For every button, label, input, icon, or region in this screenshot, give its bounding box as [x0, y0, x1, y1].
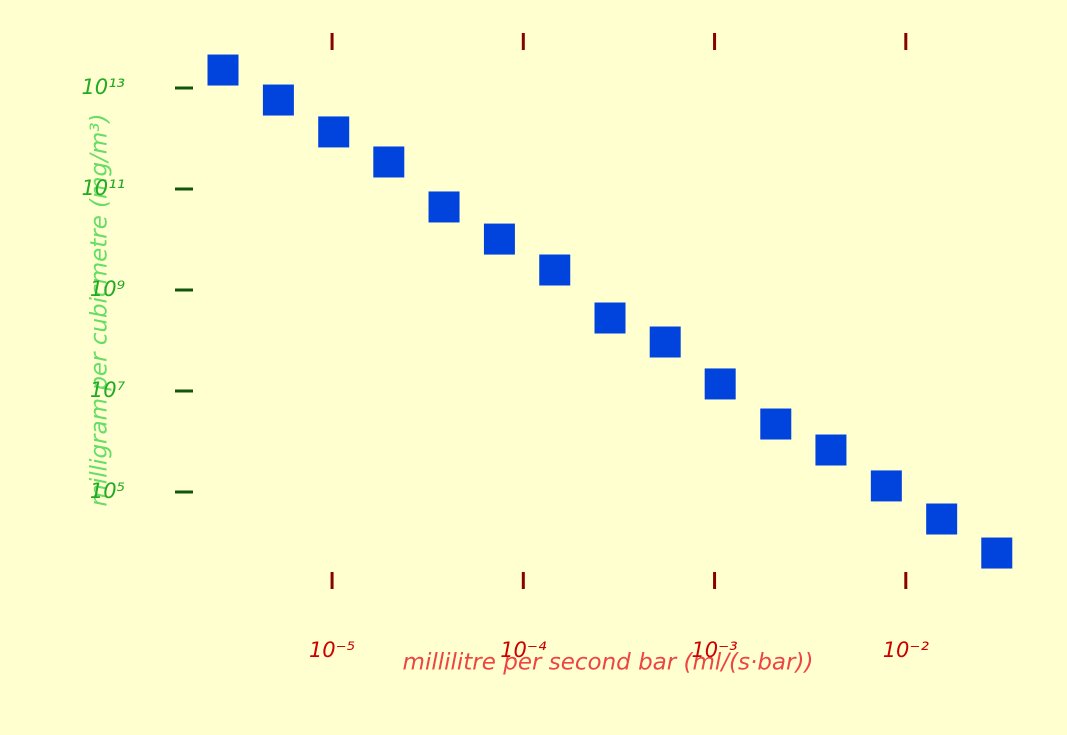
x-tick-label: 10⁻³ [691, 638, 737, 662]
x-tick-label: 10⁻² [883, 638, 930, 662]
marker [981, 537, 1013, 569]
y-axis-label: milligram per cubicmetre (mg/m³) [87, 113, 113, 506]
marker [594, 302, 626, 334]
x-tick-label: 10⁻⁴ [500, 638, 547, 662]
y-tick-label: 10⁵ [90, 479, 125, 503]
marker [870, 470, 902, 502]
marker [815, 434, 847, 466]
marker [704, 368, 736, 400]
marker [262, 84, 294, 116]
marker [760, 408, 792, 440]
marker [373, 146, 405, 178]
y-tick-label: 10⁷ [90, 378, 126, 402]
y-tick-label: 10⁹ [90, 277, 126, 301]
marker [428, 191, 460, 223]
marker [649, 326, 681, 358]
x-axis-label: millilitre per second bar (ml/(s·bar)) [403, 650, 814, 676]
marker [207, 54, 239, 86]
x-tick-label: 10⁻⁵ [309, 638, 355, 662]
marker [483, 223, 515, 255]
marker [318, 116, 350, 148]
marker [926, 503, 958, 535]
marker [539, 254, 571, 286]
y-tick-label: 10¹¹ [81, 176, 125, 200]
y-tick-label: 10¹³ [81, 75, 125, 99]
